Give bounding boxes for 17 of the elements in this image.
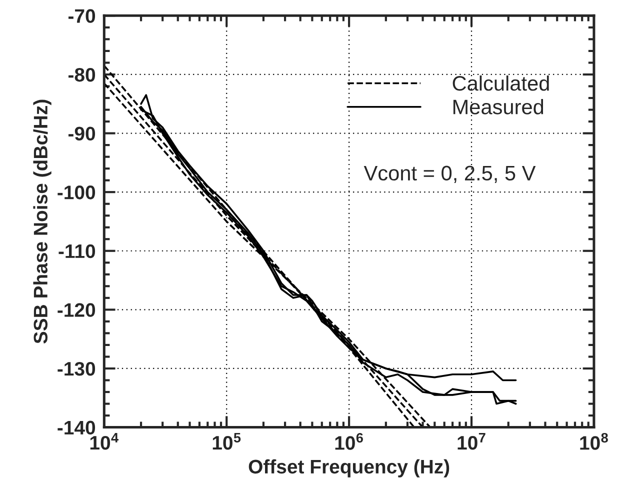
y-tick-label: -80	[68, 68, 96, 82]
legend-label: Calculated	[452, 75, 549, 91]
y-tick-label: -120	[58, 303, 96, 317]
y-axis-title: SSB Phase Noise (dBc/Hz)	[33, 100, 52, 344]
x-axis-title: Offset Frequency (Hz)	[248, 459, 450, 478]
y-tick-label: -100	[58, 186, 96, 200]
x-tick-label: 10$^{6}$	[335, 432, 363, 450]
y-tick-label: -70	[68, 9, 96, 23]
y-tick-label: -110	[58, 244, 96, 258]
y-tick-label: -90	[68, 126, 96, 141]
x-tick-label: 10$^{8}$	[580, 432, 608, 450]
x-tick-label: 10$^{5}$	[212, 432, 241, 450]
x-tick-label: 10$^{7}$	[458, 432, 486, 450]
y-tick-label: -130	[58, 362, 96, 376]
annotation: Vcont = 0, 2.5, 5 V	[364, 166, 536, 183]
legend-label: Measured	[453, 99, 544, 114]
y-tick-label: -140	[58, 420, 96, 435]
